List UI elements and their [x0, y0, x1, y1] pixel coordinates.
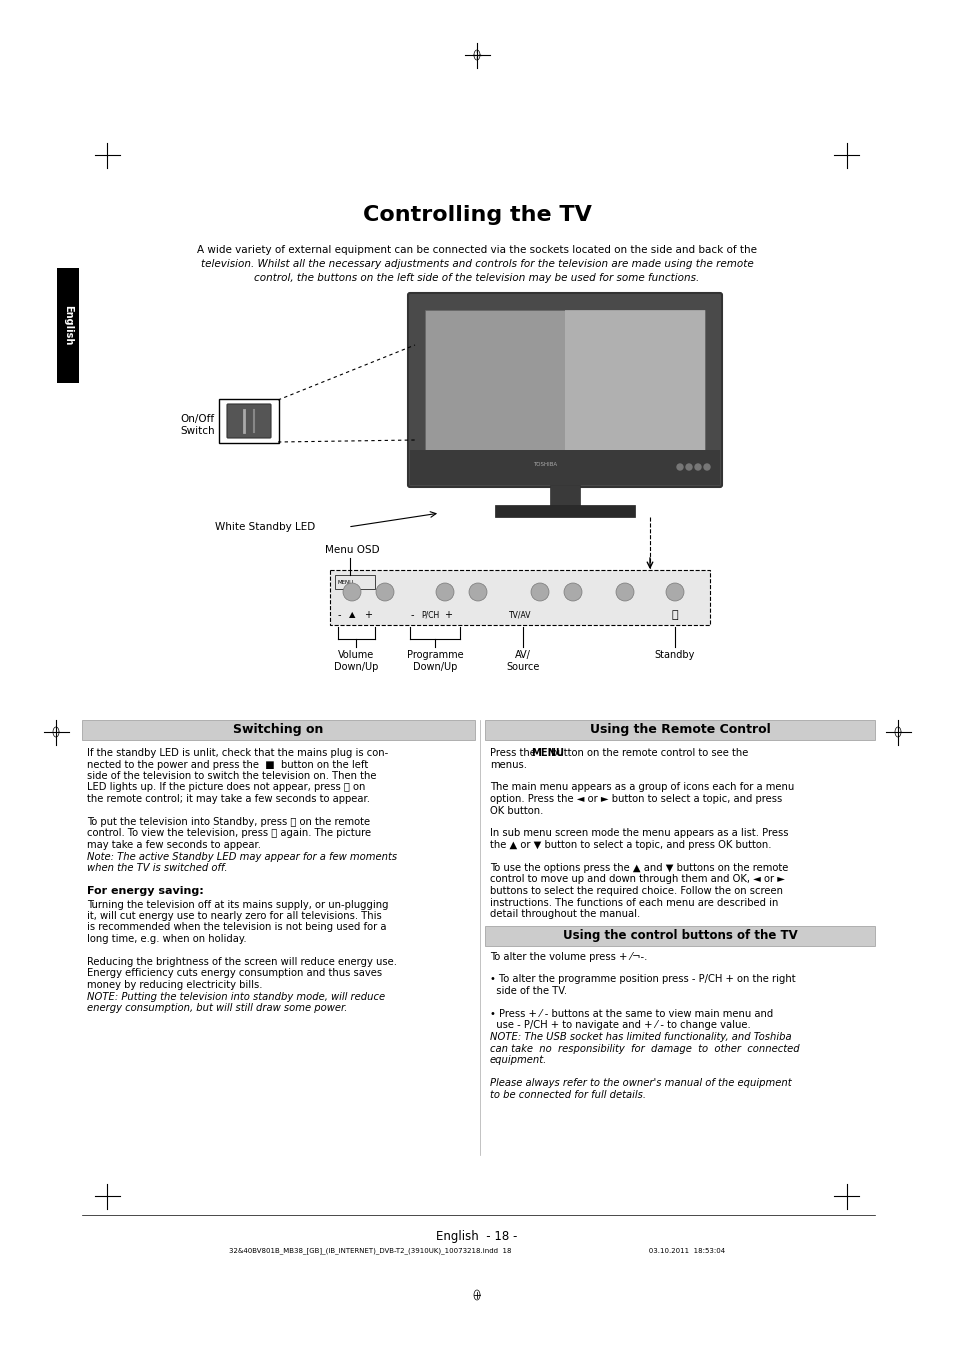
Text: -: -	[337, 611, 341, 620]
Text: Using the control buttons of the TV: Using the control buttons of the TV	[562, 929, 797, 942]
Text: control, the buttons on the left side of the television may be used for some fun: control, the buttons on the left side of…	[254, 273, 699, 282]
Text: buttons to select the required choice. Follow the on screen: buttons to select the required choice. F…	[490, 886, 782, 896]
FancyBboxPatch shape	[82, 720, 475, 740]
Text: money by reducing electricity bills.: money by reducing electricity bills.	[87, 979, 262, 990]
Text: Press the: Press the	[490, 748, 538, 758]
Text: ▲: ▲	[349, 611, 355, 620]
Text: White Standby LED: White Standby LED	[214, 521, 314, 532]
Text: Standby: Standby	[654, 650, 695, 661]
Circle shape	[531, 584, 548, 601]
Text: instructions. The functions of each menu are described in: instructions. The functions of each menu…	[490, 897, 778, 908]
FancyBboxPatch shape	[57, 267, 79, 382]
Text: the remote control; it may take a few seconds to appear.: the remote control; it may take a few se…	[87, 794, 370, 804]
Circle shape	[469, 584, 486, 601]
Circle shape	[343, 584, 360, 601]
Text: The main menu appears as a group of icons each for a menu: The main menu appears as a group of icon…	[490, 782, 794, 793]
Text: Switching on: Switching on	[233, 724, 323, 736]
Text: P/CH: P/CH	[420, 611, 438, 620]
Text: menus.: menus.	[490, 759, 526, 770]
Text: it, will cut energy use to nearly zero for all televisions. This: it, will cut energy use to nearly zero f…	[87, 911, 381, 921]
Circle shape	[703, 463, 709, 470]
Text: On/Off: On/Off	[181, 413, 214, 424]
Text: To use the options press the ▲ and ▼ buttons on the remote: To use the options press the ▲ and ▼ but…	[490, 863, 787, 873]
Text: side of the television to switch the television on. Then the: side of the television to switch the tel…	[87, 771, 376, 781]
FancyBboxPatch shape	[424, 309, 704, 455]
Text: Turning the television off at its mains supply, or un-plugging: Turning the television off at its mains …	[87, 900, 388, 909]
Text: English  - 18 -: English - 18 -	[436, 1229, 517, 1243]
Text: energy consumption, but will still draw some power.: energy consumption, but will still draw …	[87, 1002, 347, 1013]
Text: A wide variety of external equipment can be connected via the sockets located on: A wide variety of external equipment can…	[196, 245, 757, 255]
Text: 32&40BV801B_MB38_[GB]_(IB_INTERNET)_DVB-T2_(3910UK)_10073218.indd  18           : 32&40BV801B_MB38_[GB]_(IB_INTERNET)_DVB-…	[229, 1247, 724, 1254]
Text: ⏻: ⏻	[671, 611, 678, 620]
Circle shape	[436, 584, 454, 601]
Circle shape	[685, 463, 691, 470]
Text: long time, e.g. when on holiday.: long time, e.g. when on holiday.	[87, 934, 247, 944]
Text: In sub menu screen mode the menu appears as a list. Press: In sub menu screen mode the menu appears…	[490, 828, 788, 839]
Text: detail throughout the manual.: detail throughout the manual.	[490, 909, 639, 919]
Text: Reducing the brightness of the screen will reduce energy use.: Reducing the brightness of the screen wi…	[87, 957, 396, 967]
Text: to be connected for full details.: to be connected for full details.	[490, 1089, 645, 1100]
Text: when the TV is switched off.: when the TV is switched off.	[87, 863, 227, 873]
Text: Menu OSD: Menu OSD	[325, 544, 379, 555]
Text: TV/AV: TV/AV	[508, 611, 531, 620]
FancyBboxPatch shape	[484, 925, 874, 946]
Text: For energy saving:: For energy saving:	[87, 886, 204, 896]
Circle shape	[616, 584, 634, 601]
Text: To alter the volume press + ⁄¬-.: To alter the volume press + ⁄¬-.	[490, 951, 647, 962]
Text: equipment.: equipment.	[490, 1055, 547, 1065]
Text: use - P/CH + to navigate and + ⁄ - to change value.: use - P/CH + to navigate and + ⁄ - to ch…	[490, 1020, 750, 1031]
Text: NOTE: The USB socket has limited functionality, and Toshiba: NOTE: The USB socket has limited functio…	[490, 1032, 791, 1042]
Text: If the standby LED is unlit, check that the mains plug is con-: If the standby LED is unlit, check that …	[87, 748, 388, 758]
Text: -: -	[410, 611, 414, 620]
Text: control to move up and down through them and OK, ◄ or ►: control to move up and down through them…	[490, 874, 784, 885]
FancyBboxPatch shape	[227, 404, 271, 438]
FancyBboxPatch shape	[410, 450, 720, 485]
FancyBboxPatch shape	[495, 505, 635, 517]
Text: OK button.: OK button.	[490, 805, 543, 816]
FancyBboxPatch shape	[484, 720, 874, 740]
Text: may take a few seconds to appear.: may take a few seconds to appear.	[87, 840, 261, 850]
Text: TOSHIBA: TOSHIBA	[533, 462, 557, 467]
Text: Please always refer to the owner's manual of the equipment: Please always refer to the owner's manua…	[490, 1078, 791, 1088]
Circle shape	[563, 584, 581, 601]
FancyBboxPatch shape	[408, 293, 721, 486]
Circle shape	[677, 463, 682, 470]
Text: LED lights up. If the picture does not appear, press ⏻ on: LED lights up. If the picture does not a…	[87, 782, 365, 793]
Text: nected to the power and press the  ■  button on the left: nected to the power and press the ■ butt…	[87, 759, 368, 770]
Circle shape	[665, 584, 683, 601]
Circle shape	[375, 584, 394, 601]
Circle shape	[695, 463, 700, 470]
FancyBboxPatch shape	[550, 485, 579, 505]
Text: English: English	[63, 305, 73, 346]
Text: NOTE: Putting the television into standby mode, will reduce: NOTE: Putting the television into standb…	[87, 992, 385, 1001]
Text: +: +	[443, 611, 452, 620]
Text: Note: The active Standby LED may appear for a few moments: Note: The active Standby LED may appear …	[87, 851, 396, 862]
Text: Programme
Down/Up: Programme Down/Up	[406, 650, 463, 671]
Text: AV/
Source: AV/ Source	[506, 650, 539, 671]
FancyBboxPatch shape	[330, 570, 709, 626]
Text: option. Press the ◄ or ► button to select a topic, and press: option. Press the ◄ or ► button to selec…	[490, 794, 781, 804]
Text: MENU: MENU	[337, 580, 354, 585]
Text: Volume
Down/Up: Volume Down/Up	[334, 650, 377, 671]
Text: Switch: Switch	[180, 426, 214, 436]
Text: button on the remote control to see the: button on the remote control to see the	[548, 748, 748, 758]
Text: • Press + ⁄ - buttons at the same to view main menu and: • Press + ⁄ - buttons at the same to vie…	[490, 1009, 773, 1019]
Text: Controlling the TV: Controlling the TV	[362, 205, 591, 226]
Text: To put the television into Standby, press ⏻ on the remote: To put the television into Standby, pres…	[87, 817, 370, 827]
FancyBboxPatch shape	[219, 399, 278, 443]
Text: • To alter the programme position press - P/CH + on the right: • To alter the programme position press …	[490, 974, 795, 985]
Text: television. Whilst all the necessary adjustments and controls for the television: television. Whilst all the necessary adj…	[200, 259, 753, 269]
Text: Using the Remote Control: Using the Remote Control	[589, 724, 770, 736]
Text: side of the TV.: side of the TV.	[490, 986, 566, 996]
FancyBboxPatch shape	[564, 309, 704, 455]
Text: Energy efficiency cuts energy consumption and thus saves: Energy efficiency cuts energy consumptio…	[87, 969, 382, 978]
Text: is recommended when the television is not being used for a: is recommended when the television is no…	[87, 923, 386, 932]
Text: MENU: MENU	[531, 748, 564, 758]
Text: control. To view the television, press ⏻ again. The picture: control. To view the television, press ⏻…	[87, 828, 371, 839]
Text: the ▲ or ▼ button to select a topic, and press OK button.: the ▲ or ▼ button to select a topic, and…	[490, 840, 771, 850]
Text: +: +	[364, 611, 372, 620]
Text: can take  no  responsibility  for  damage  to  other  connected: can take no responsibility for damage to…	[490, 1043, 799, 1054]
